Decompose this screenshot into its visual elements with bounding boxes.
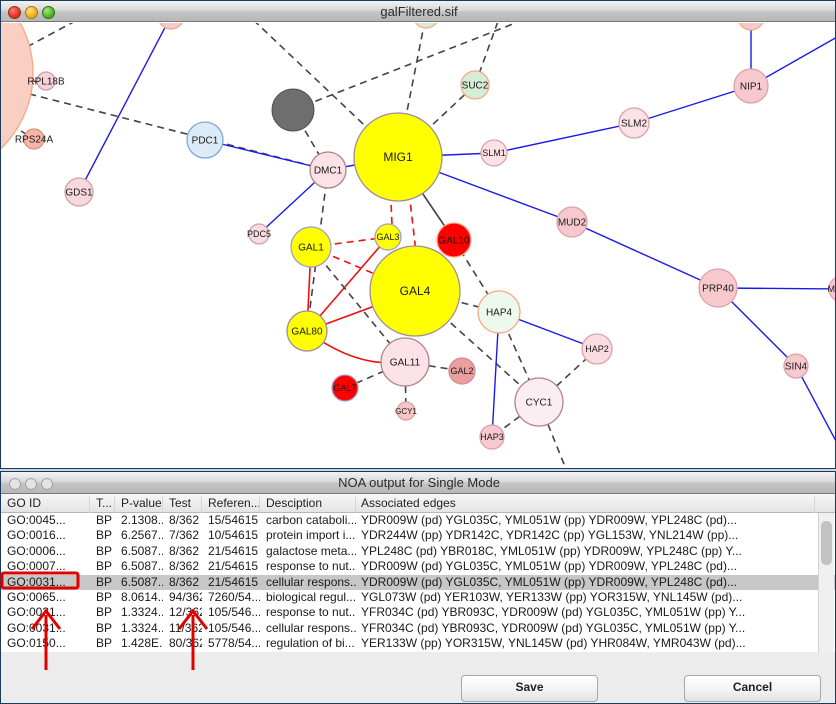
svg-text:PDC1: PDC1 [192, 136, 219, 147]
svg-text:DMC1: DMC1 [314, 166, 343, 177]
svg-text:RPL18B: RPL18B [27, 77, 65, 88]
svg-text:CYC1: CYC1 [526, 398, 553, 409]
svg-text:PRP40: PRP40 [702, 284, 734, 295]
svg-text:MIG1: MIG1 [383, 150, 413, 164]
svg-text:GAL2: GAL2 [450, 366, 473, 376]
svg-text:GDS1: GDS1 [65, 188, 93, 199]
svg-text:HAP3: HAP3 [480, 432, 504, 442]
svg-text:GCY1: GCY1 [395, 407, 417, 416]
svg-text:HAP2: HAP2 [585, 344, 609, 354]
svg-text:GAL80: GAL80 [291, 327, 323, 338]
svg-text:GAL10: GAL10 [438, 236, 470, 247]
svg-text:NIP1: NIP1 [740, 82, 763, 93]
svg-text:RPS24A: RPS24A [15, 135, 54, 146]
svg-text:PDC5: PDC5 [247, 229, 271, 239]
svg-text:GAL3: GAL3 [376, 232, 399, 242]
svg-text:SUC2: SUC2 [462, 81, 489, 92]
svg-text:SIN4: SIN4 [785, 362, 808, 373]
svg-text:HAP4: HAP4 [486, 308, 513, 319]
svg-text:GAL7: GAL7 [333, 383, 356, 393]
svg-text:GAL1: GAL1 [298, 243, 324, 254]
svg-text:SLM2: SLM2 [621, 119, 648, 130]
svg-text:MSN2: MSN2 [827, 284, 836, 294]
svg-text:SLM1: SLM1 [482, 148, 506, 158]
svg-text:MUD2: MUD2 [558, 218, 587, 229]
svg-text:GAL4: GAL4 [400, 284, 431, 298]
svg-text:GAL11: GAL11 [390, 358, 421, 369]
